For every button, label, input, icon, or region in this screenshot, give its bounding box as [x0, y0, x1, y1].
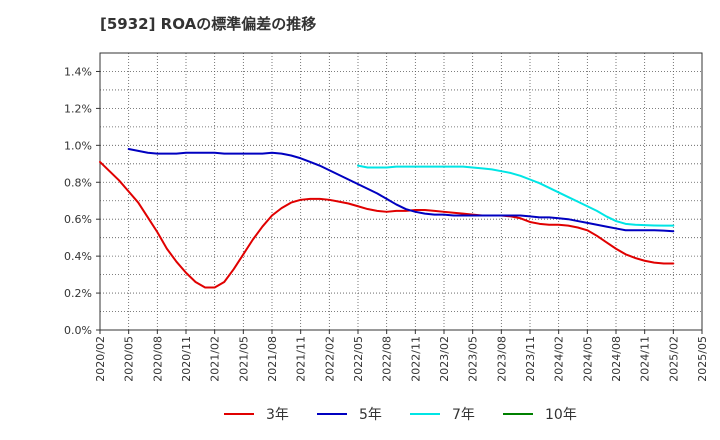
x-tick-label: 2024/02: [553, 336, 566, 382]
y-tick-label: 0.4%: [64, 250, 92, 263]
x-tick-label: 2023/02: [438, 336, 451, 382]
y-tick-label: 0.8%: [64, 176, 92, 189]
x-tick-label: 2024/11: [639, 336, 652, 382]
x-tick-label: 2021/08: [266, 336, 279, 382]
plot-area: [100, 53, 702, 330]
x-tick-label: 2020/05: [123, 336, 136, 382]
x-tick-label: 2021/02: [209, 336, 222, 382]
series-line: [357, 164, 675, 227]
x-tick-label: 2025/05: [696, 336, 709, 382]
x-tick-label: 2024/08: [610, 336, 623, 382]
y-tick-label: 1.4%: [64, 65, 92, 78]
x-tick-label: 2022/02: [323, 336, 336, 382]
x-tick-label: 2022/11: [409, 336, 422, 382]
axes: 0.0% 0.2% 0.4% 0.6% 0.8% 1.0% 1.2% 1.4% 2020/02 2…: [64, 52, 709, 382]
y-tick-label: 0.0%: [64, 324, 92, 337]
x-tick-label: 2022/05: [352, 336, 365, 382]
chart-title: [5932] ROAの標準偏差の推移: [100, 15, 317, 33]
legend-label: 3年: [266, 407, 289, 423]
y-tick-label: 0.6%: [64, 213, 92, 226]
x-tick-label: 2022/08: [381, 336, 394, 382]
x-tick-label: 2021/05: [237, 336, 250, 382]
x-tick-label: 2020/08: [151, 336, 164, 382]
legend-label: 10年: [545, 407, 577, 423]
y-tick-label: 1.2%: [64, 102, 92, 115]
x-tick-label: 2024/05: [581, 336, 594, 382]
x-tick-label: 2020/02: [94, 336, 107, 382]
x-tick-label: 2023/08: [495, 336, 508, 382]
y-tick-label: 1.0%: [64, 139, 92, 152]
series-line: [99, 160, 675, 289]
legend: 3年 5年 7年 10年: [224, 407, 577, 423]
x-tick-label: 2020/11: [180, 336, 193, 382]
y-tick-label: 0.2%: [64, 287, 92, 300]
x-tick-label: 2025/02: [667, 336, 680, 382]
series-lines: [99, 148, 675, 289]
x-tick-label: 2023/11: [524, 336, 537, 382]
series-line: [127, 148, 675, 233]
x-tick-label: 2021/11: [295, 336, 308, 382]
legend-label: 5年: [359, 407, 382, 423]
grid: [100, 53, 702, 330]
x-tick-label: 2023/05: [467, 336, 480, 382]
legend-label: 7年: [452, 407, 475, 423]
plot-frame: [99, 52, 703, 331]
